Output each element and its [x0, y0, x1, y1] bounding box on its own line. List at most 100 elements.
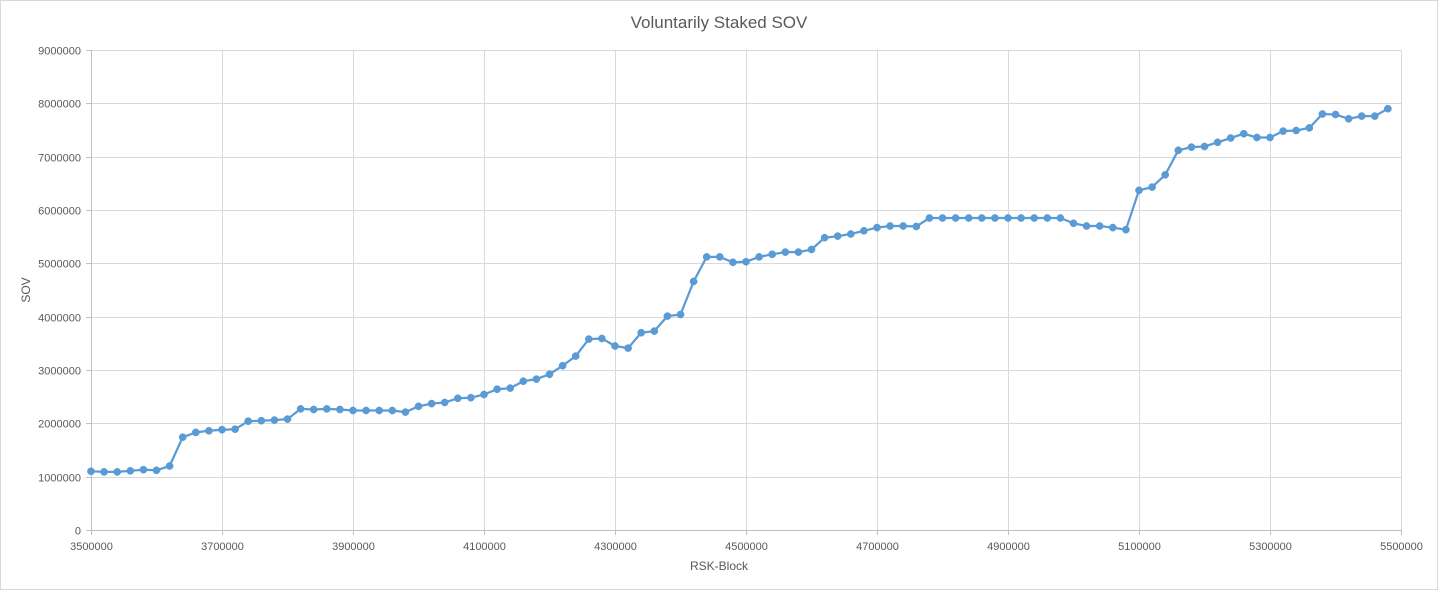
axes — [86, 50, 1402, 535]
data-point — [571, 352, 580, 360]
x-tick-label: 5500000 — [1380, 541, 1423, 553]
data-point — [1253, 133, 1261, 142]
data-point — [545, 370, 554, 379]
y-tick-label: 8000000 — [38, 99, 81, 111]
data-point — [860, 226, 868, 235]
data-point — [205, 426, 213, 435]
data-point — [1148, 183, 1156, 191]
y-tick-label: 2000000 — [38, 419, 81, 431]
data-point — [1370, 112, 1379, 120]
y-tick-labels: 0 1000000 2000000 3000000 4000000 5000000 6000… — [38, 46, 81, 538]
data-point — [493, 385, 501, 394]
data-point — [1344, 114, 1353, 123]
data-point — [624, 344, 632, 352]
data-point — [270, 416, 279, 424]
x-tick-label: 4900000 — [987, 541, 1030, 553]
vertical-gridlines — [222, 50, 1402, 530]
data-point — [742, 257, 750, 266]
data-point — [139, 465, 148, 474]
data-point — [584, 335, 593, 343]
data-point — [349, 406, 357, 415]
data-point — [925, 214, 934, 222]
data-point — [1292, 126, 1301, 135]
data-point — [873, 223, 881, 232]
data-point — [755, 253, 763, 261]
data-point — [1187, 143, 1196, 151]
data-point — [1161, 170, 1170, 179]
data-point — [165, 462, 174, 470]
data-point — [362, 406, 370, 415]
data-point — [532, 375, 541, 383]
x-tick-label: 4700000 — [856, 541, 899, 553]
data-point — [1017, 214, 1025, 222]
data-point — [244, 417, 253, 426]
data-point — [1239, 129, 1248, 138]
data-point — [702, 253, 711, 261]
data-point — [558, 361, 567, 370]
x-axis-label: RSK-Block — [690, 559, 749, 573]
horizontal-gridlines — [91, 50, 1401, 478]
data-point — [322, 405, 331, 413]
data-point — [977, 214, 986, 222]
data-point — [991, 214, 999, 222]
data-point — [388, 406, 397, 415]
data-point — [1069, 219, 1078, 228]
x-tick-label: 3700000 — [201, 541, 244, 553]
data-point — [453, 394, 462, 403]
data-point — [375, 406, 384, 415]
data-point — [1318, 110, 1327, 118]
data-point — [833, 232, 842, 240]
data-point — [440, 398, 449, 407]
y-tick-label: 3000000 — [38, 366, 81, 378]
data-point — [336, 405, 344, 414]
x-tick-label: 4100000 — [463, 541, 506, 553]
data-point — [1108, 223, 1117, 232]
data-point — [846, 230, 855, 238]
data-point — [1082, 222, 1091, 230]
data-point — [519, 377, 528, 386]
y-tick-label: 7000000 — [38, 153, 81, 165]
data-point — [650, 327, 659, 335]
data-point — [899, 222, 908, 230]
data-point — [729, 258, 737, 267]
data-point — [467, 393, 475, 402]
y-tick-label: 4000000 — [38, 313, 81, 325]
data-point — [401, 408, 410, 416]
data-point — [1135, 186, 1143, 195]
data-point — [938, 214, 947, 222]
data-point — [820, 233, 829, 242]
data-point — [257, 416, 266, 425]
data-point — [178, 433, 187, 442]
data-point — [231, 425, 239, 434]
y-tick-label: 0 — [75, 526, 81, 538]
y-tick-label: 1000000 — [38, 473, 81, 485]
data-point — [1384, 104, 1392, 113]
data-point — [191, 428, 200, 437]
data-point — [1122, 225, 1130, 234]
x-tick-label: 5100000 — [1118, 541, 1161, 553]
x-tick-labels: 3500000 3700000 3900000 4100000 4300000 45000… — [70, 541, 1423, 553]
x-tick-label: 3500000 — [70, 541, 113, 553]
y-axis-label: SOV — [19, 277, 33, 302]
series-line — [90, 107, 1389, 474]
data-point — [309, 405, 318, 414]
data-point — [951, 214, 960, 222]
x-tick-label: 4300000 — [594, 541, 637, 553]
data-point — [1266, 133, 1274, 142]
data-point — [598, 334, 606, 343]
data-point — [1200, 142, 1209, 151]
data-point — [1004, 214, 1012, 222]
data-point — [100, 468, 108, 476]
data-point — [912, 222, 921, 231]
data-point — [152, 466, 161, 475]
data-point — [663, 312, 672, 320]
data-point — [113, 468, 122, 476]
x-tick-label: 4500000 — [725, 541, 768, 553]
data-point — [87, 467, 95, 476]
data-point — [218, 425, 226, 434]
data-point — [794, 248, 803, 256]
data-point — [1043, 214, 1052, 222]
